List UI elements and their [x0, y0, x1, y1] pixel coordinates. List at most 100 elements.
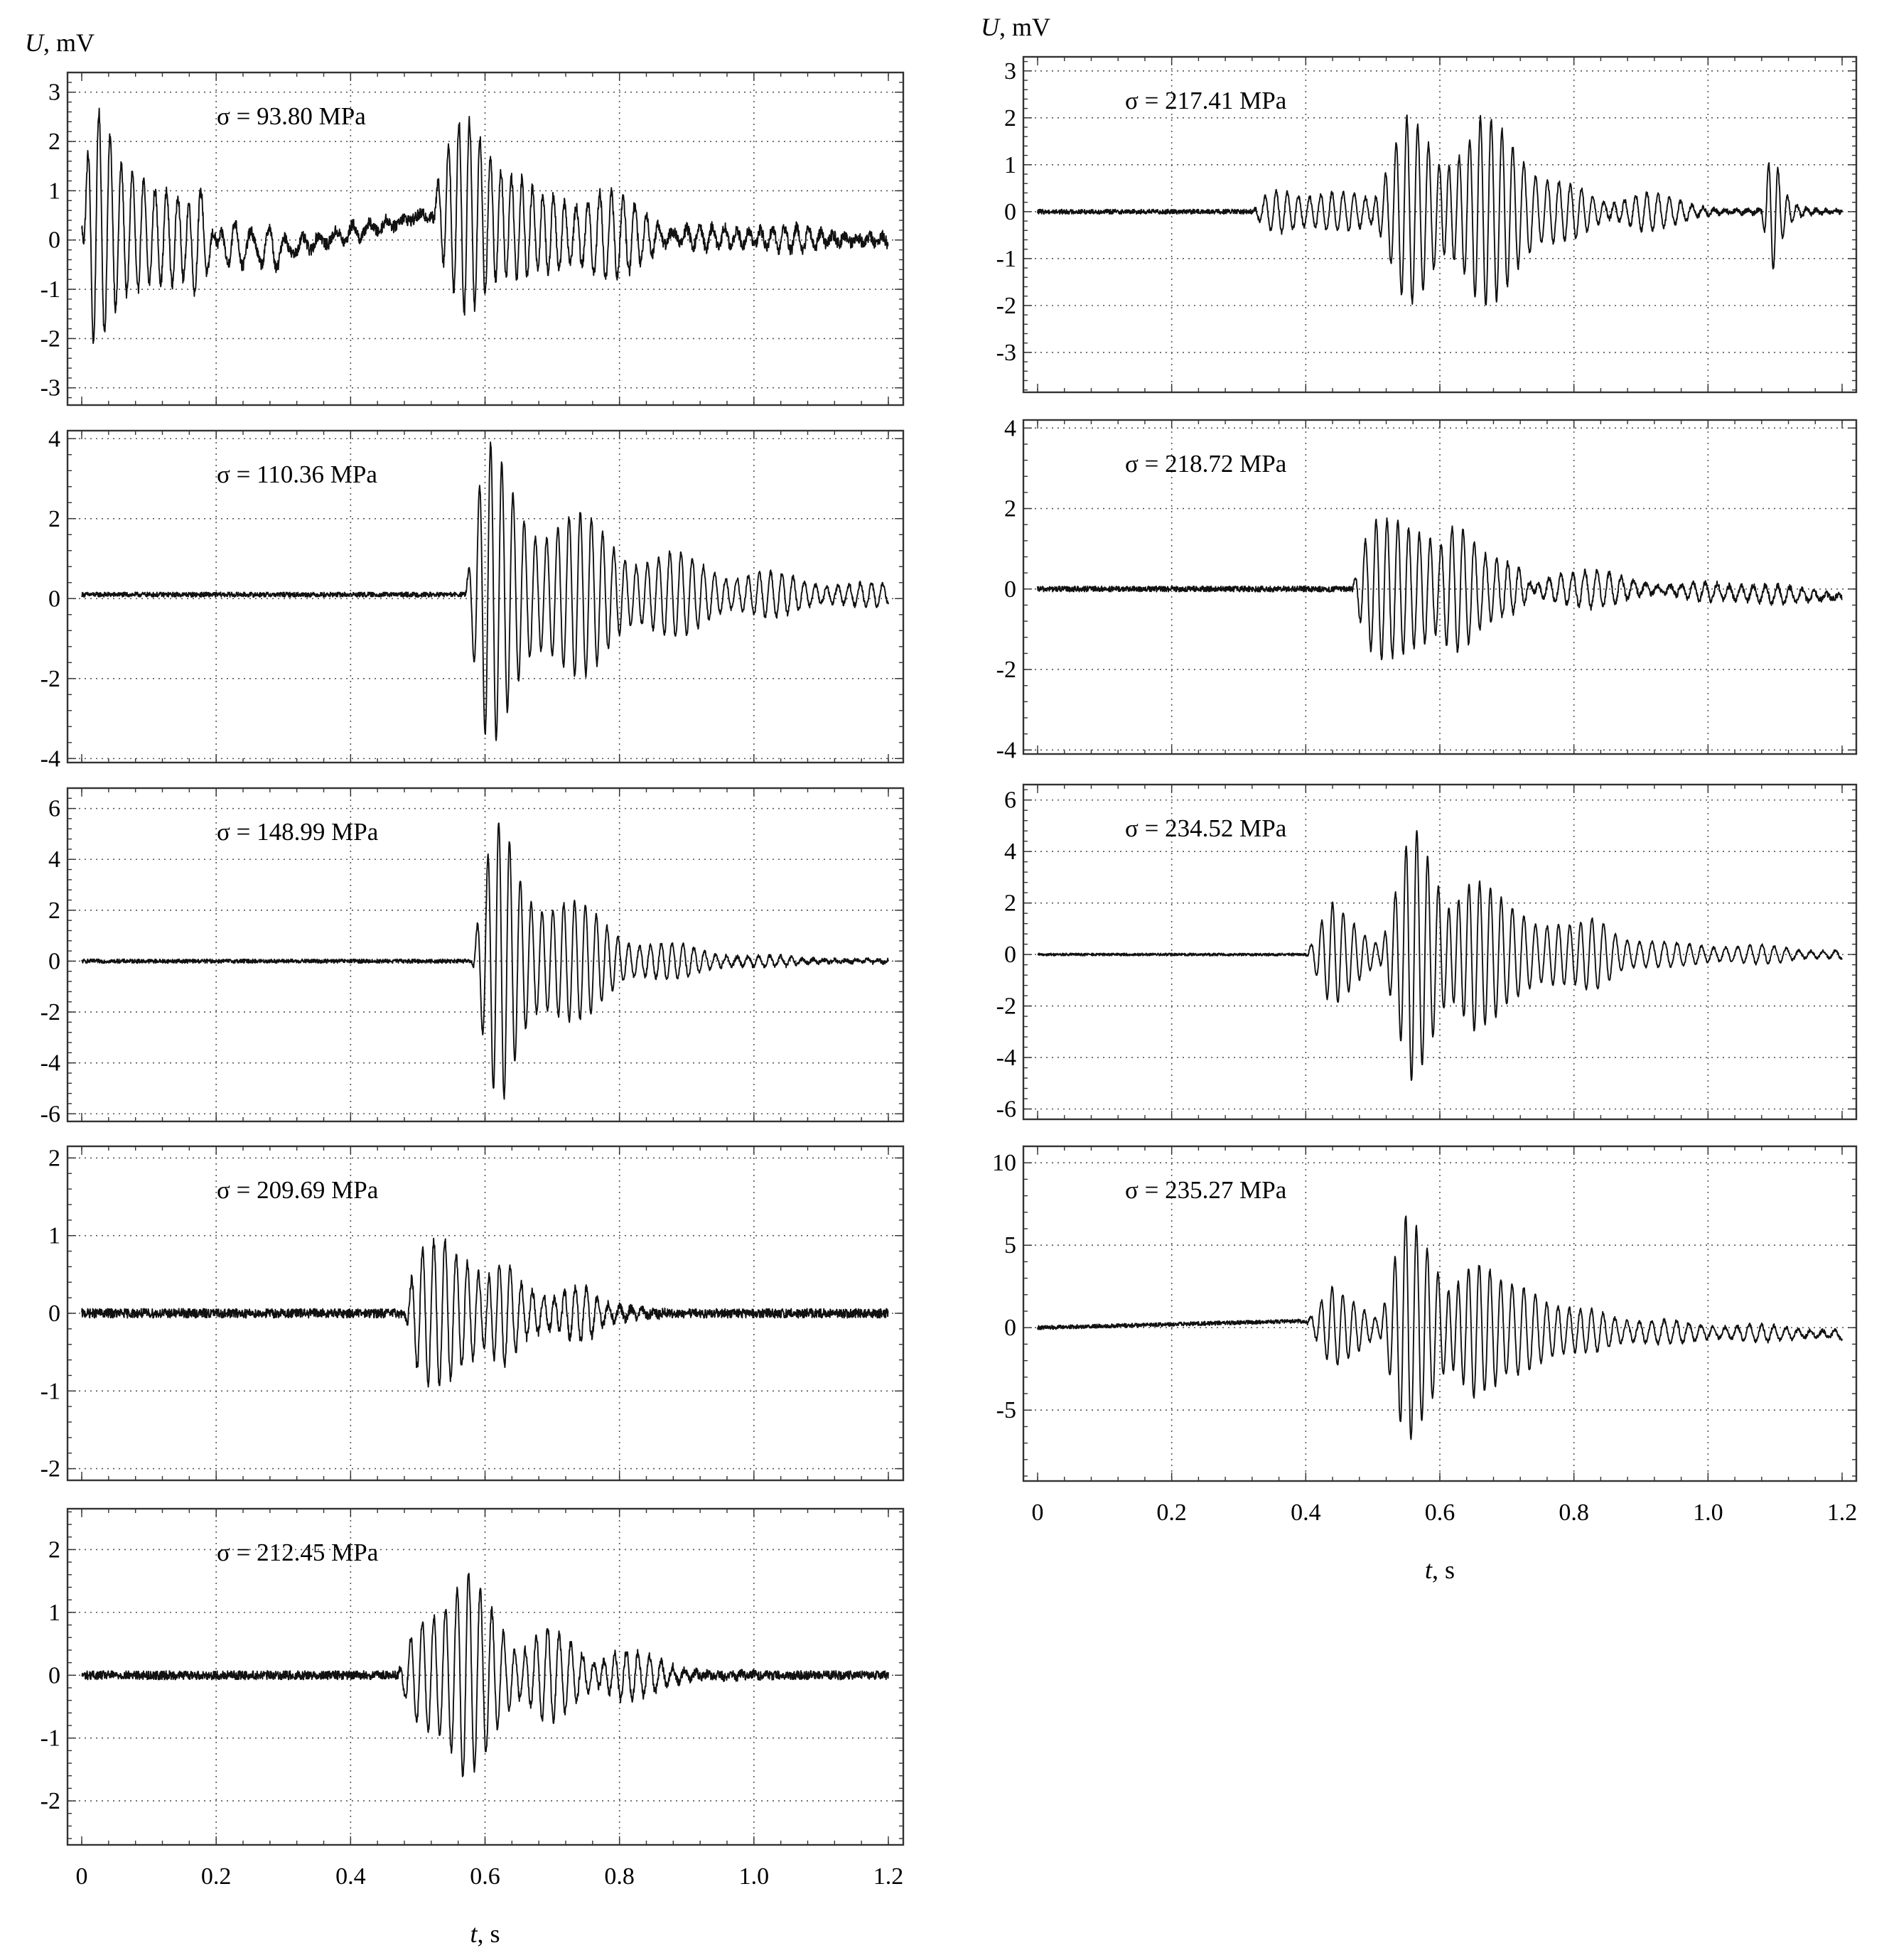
panel-stress-label: σ = 209.69 MPa — [217, 1176, 379, 1204]
panel-4: 2 1 0 -1 -2 σ = 209.69 MPa — [41, 1145, 905, 1482]
signal-trace — [1037, 517, 1843, 661]
y-tick-label: 0 — [1004, 1315, 1016, 1341]
y-tick-label: -1 — [41, 276, 60, 303]
y-tick-label: 0 — [48, 948, 60, 974]
y-tick-label: -4 — [996, 1045, 1016, 1071]
y-tick-label: -4 — [41, 1050, 60, 1077]
signal-trace — [1037, 1215, 1843, 1441]
panel-stress-label: σ = 212.45 MPa — [217, 1539, 379, 1566]
x-axis-title: t, s — [470, 1919, 500, 1948]
y-tick-label: 0 — [48, 1662, 60, 1689]
y-tick-label: -2 — [996, 657, 1016, 683]
y-tick-label: 1 — [1004, 152, 1016, 178]
y-tick-label: 0 — [48, 227, 60, 254]
x-tick-label: 0.6 — [470, 1863, 500, 1890]
signal-trace — [1037, 114, 1843, 306]
x-tick-label: 0.8 — [1559, 1499, 1589, 1526]
panel-6: 3 2 1 0 -1 -2 -3 σ = 217.41 MPa U, mV — [981, 13, 1858, 394]
y-tick-label: 1 — [48, 178, 60, 204]
y-axis-unit: , mV — [999, 13, 1050, 41]
panel-stress-label: σ = 110.36 MPa — [217, 461, 377, 488]
y-tick-label: -3 — [996, 340, 1016, 366]
x-axis-title: t, s — [1425, 1556, 1455, 1584]
y-tick-label: 0 — [1004, 942, 1016, 968]
y-tick-label: -6 — [996, 1097, 1016, 1123]
x-tick-label: 0 — [76, 1863, 88, 1890]
panel-7: 4 2 0 -2 -4 σ = 218.72 MPa — [996, 415, 1858, 763]
y-tick-label: -2 — [996, 994, 1016, 1020]
panel-1: 3 2 1 0 -1 -2 -3 σ = 93.80 MPa U, mV — [25, 28, 905, 406]
signal-trace — [81, 1237, 889, 1388]
x-axis-symbol: t — [1425, 1556, 1433, 1584]
y-tick-label: -2 — [41, 1456, 60, 1482]
x-tick-label: 0.4 — [1291, 1499, 1321, 1526]
y-tick-label: 3 — [48, 80, 60, 106]
y-tick-label: 4 — [1004, 415, 1016, 441]
signal-trace — [81, 1573, 889, 1777]
panel-stress-label: σ = 235.27 MPa — [1125, 1176, 1287, 1204]
y-tick-label: 2 — [1004, 890, 1016, 917]
y-tick-label: -5 — [996, 1397, 1016, 1423]
y-tick-label: -3 — [41, 375, 60, 402]
y-tick-label: 5 — [1004, 1232, 1016, 1259]
x-tick-label: 0.2 — [201, 1863, 232, 1890]
y-tick-label: 2 — [48, 898, 60, 924]
x-axis-symbol: t — [470, 1919, 478, 1948]
y-tick-label: -2 — [41, 1788, 60, 1814]
x-tick-label: 1.0 — [1693, 1499, 1723, 1526]
y-tick-label: -6 — [41, 1101, 60, 1127]
signal-trace — [1037, 829, 1843, 1082]
x-axis-unit: , s — [478, 1919, 500, 1948]
y-tick-label: -2 — [41, 666, 60, 692]
y-tick-label: 3 — [1004, 58, 1016, 85]
x-axis-unit: , s — [1432, 1556, 1455, 1584]
panel-stress-label: σ = 218.72 MPa — [1125, 450, 1287, 478]
panel-2: 4 2 0 -2 -4 σ = 110.36 MPa — [41, 426, 905, 772]
y-tick-label: 10 — [992, 1150, 1016, 1176]
y-axis-symbol: U — [981, 13, 1001, 41]
y-tick-label: 1 — [48, 1223, 60, 1249]
y-tick-label: 6 — [1004, 787, 1016, 814]
y-tick-label: 2 — [48, 1536, 60, 1563]
y-tick-label: 4 — [48, 846, 60, 873]
y-tick-label: -1 — [996, 246, 1016, 272]
y-tick-label: 2 — [48, 129, 60, 155]
y-tick-label: 2 — [1004, 496, 1016, 522]
x-tick-label: 0 — [1032, 1499, 1044, 1526]
x-tick-label: 0.8 — [604, 1863, 635, 1890]
y-tick-label: 0 — [1004, 199, 1016, 225]
y-tick-label: -2 — [996, 293, 1016, 319]
y-tick-label: -2 — [41, 999, 60, 1025]
y-tick-label: 4 — [1004, 839, 1016, 865]
y-axis-symbol: U — [25, 28, 45, 57]
y-tick-label: 0 — [1004, 576, 1016, 603]
y-tick-label: 0 — [48, 1301, 60, 1327]
y-axis-title: U, mV — [981, 13, 1050, 41]
y-tick-label: 2 — [48, 1145, 60, 1171]
y-tick-label: -4 — [996, 737, 1016, 763]
y-axis-unit: , mV — [43, 28, 95, 57]
panel-stress-label: σ = 234.52 MPa — [1125, 814, 1287, 842]
y-tick-label: 0 — [48, 586, 60, 612]
y-tick-label: -4 — [41, 745, 60, 772]
y-tick-label: 1 — [48, 1600, 60, 1626]
y-tick-label: -1 — [41, 1725, 60, 1752]
x-tick-label: 0.4 — [335, 1863, 366, 1890]
signal-trace — [81, 441, 889, 741]
x-tick-label: 0.6 — [1425, 1499, 1455, 1526]
panel-5: 2 1 0 -1 -2 σ = 212.45 MPa 0 0.2 0.4 0.6 0.8 1.0 1.2… — [41, 1507, 905, 1948]
x-tick-label: 1.2 — [873, 1863, 904, 1890]
x-tick-label: 1.2 — [1827, 1499, 1858, 1526]
signal-trace — [81, 822, 889, 1100]
panel-stress-label: σ = 93.80 MPa — [217, 102, 366, 130]
y-tick-label: 4 — [48, 426, 60, 452]
panel-stress-label: σ = 217.41 MPa — [1125, 87, 1287, 114]
y-tick-label: 2 — [1004, 105, 1016, 131]
panel-8: 6 4 2 0 -2 -4 -6 σ = 234.52 MPa — [996, 783, 1858, 1123]
y-axis-title: U, mV — [25, 28, 95, 57]
y-tick-label: -2 — [41, 325, 60, 352]
panel-stress-label: σ = 148.99 MPa — [217, 818, 379, 846]
panel-9: 10 5 0 -5 σ = 235.27 MPa 0 0.2 0.4 0.6 0.8 1.0 1.2 t… — [992, 1145, 1858, 1584]
